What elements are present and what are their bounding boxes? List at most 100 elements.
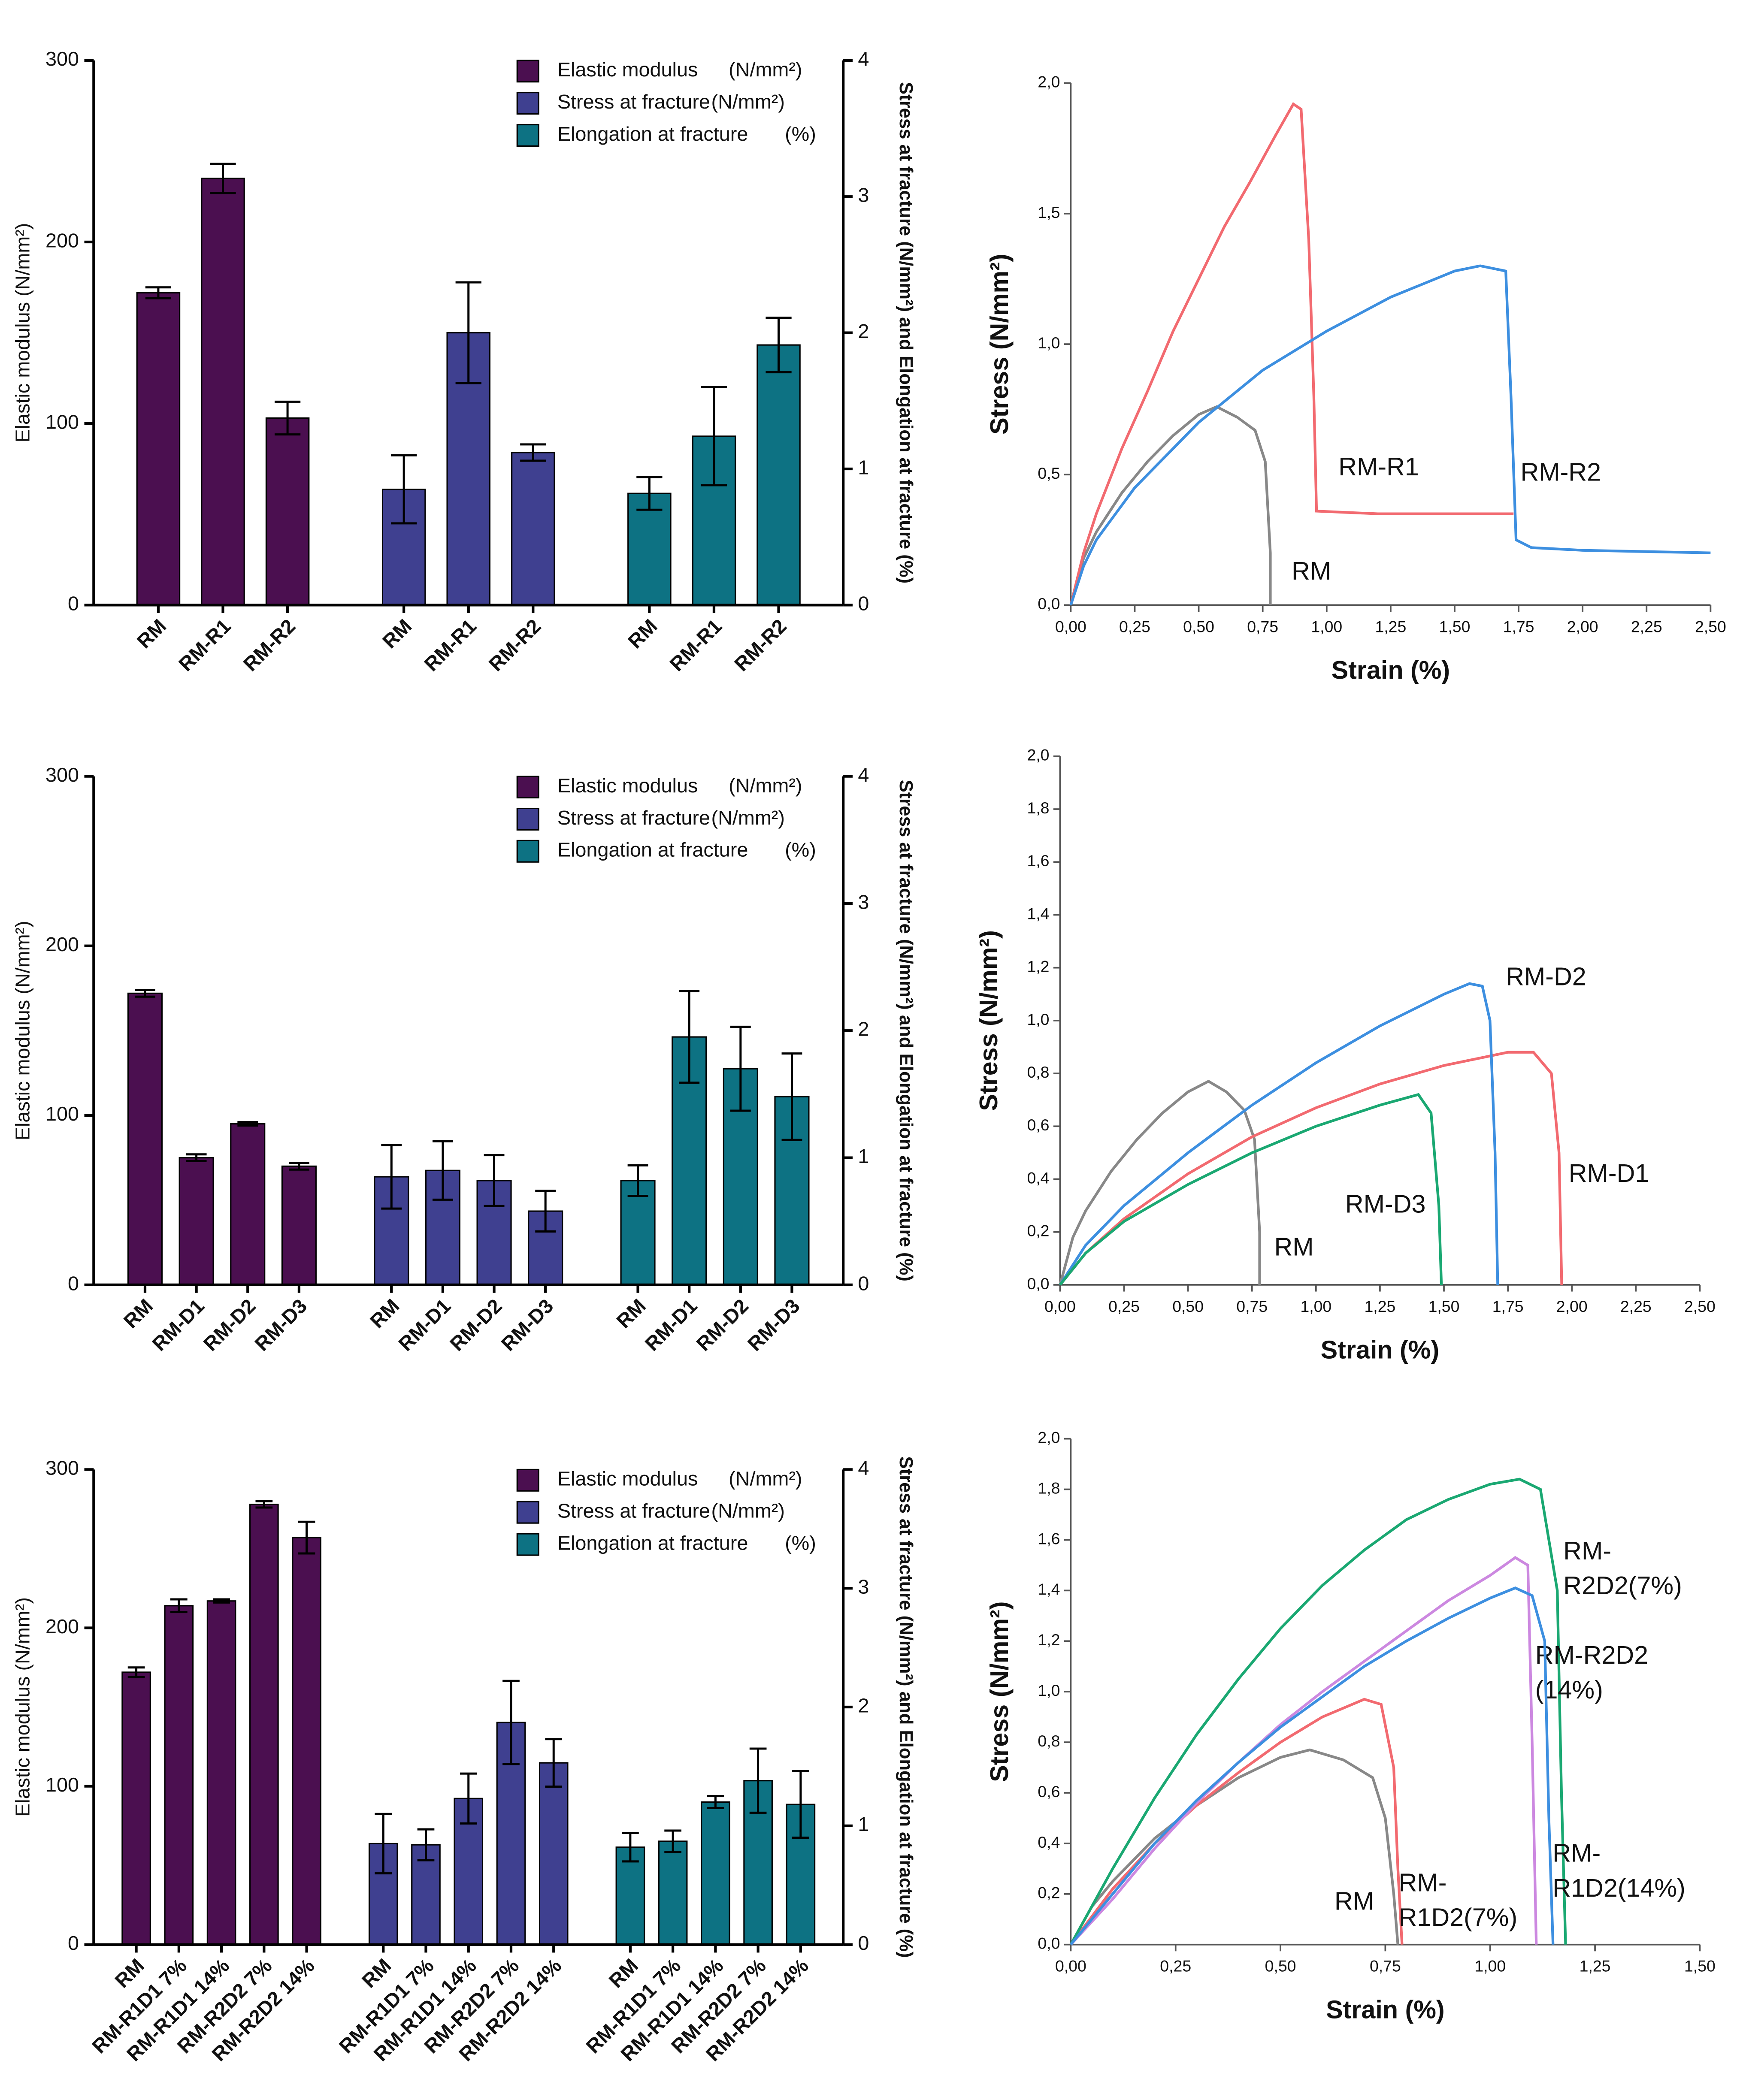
- y-tick-label: 1,8: [1027, 799, 1049, 817]
- y-tick-label: 2,0: [1027, 746, 1049, 764]
- line-series: [1059, 1051, 1563, 1286]
- x-tick-label: 0,25: [1160, 1957, 1191, 1975]
- error-bar: [210, 163, 236, 194]
- x-tick-label: 2,25: [1620, 1297, 1652, 1315]
- y2-tick-label: 2: [858, 1694, 869, 1716]
- error-bar: [391, 454, 417, 525]
- error-bar: [535, 1190, 556, 1233]
- line-series: [1059, 1079, 1261, 1285]
- error-bar: [701, 386, 727, 486]
- x-tick-label: 0,75: [1236, 1297, 1268, 1315]
- error-bar: [255, 1500, 273, 1509]
- y-tick-label: 0,2: [1027, 1222, 1049, 1240]
- y-axis-title: Stress (N/mm²): [985, 254, 1014, 434]
- legend-swatch: [516, 1501, 539, 1524]
- y-tick-label: 300: [45, 764, 79, 786]
- error-bar: [766, 317, 792, 374]
- error-bar: [186, 1153, 207, 1162]
- error-bar: [484, 1154, 505, 1207]
- x-tick-label: 0,50: [1172, 1297, 1204, 1315]
- y-tick-label: 0,0: [1038, 1934, 1060, 1952]
- error-bar: [432, 1140, 453, 1201]
- y-axis-title: Elastic modulus (N/mm²): [12, 921, 34, 1140]
- legend-label: Elastic modulus: [557, 1468, 698, 1490]
- y-tick-label: 2,0: [1038, 73, 1060, 91]
- y-tick-label: 1,4: [1038, 1580, 1060, 1598]
- bar: [701, 1801, 730, 1946]
- error-bar: [135, 988, 155, 998]
- y-tick-label: 100: [45, 1103, 79, 1125]
- series-label: RM-R2: [1520, 457, 1601, 486]
- y-tick-label: 0,8: [1027, 1063, 1049, 1081]
- legend-swatch: [516, 92, 539, 115]
- y-tick-label: 0,2: [1038, 1884, 1060, 1902]
- y-tick-label: 0: [68, 1932, 79, 1954]
- series-label: RM-D1: [1569, 1159, 1649, 1187]
- bar: [615, 1846, 645, 1946]
- legend-swatch: [516, 1468, 539, 1492]
- error-bar: [502, 1680, 520, 1765]
- error-bar: [792, 1770, 809, 1839]
- legend-unit: (N/mm²): [729, 58, 802, 81]
- series-label: RM: [1292, 556, 1331, 585]
- x-tick-label: 2,00: [1556, 1297, 1588, 1315]
- y-tick-label: 0,6: [1038, 1783, 1060, 1801]
- bar: [136, 292, 181, 606]
- y-tick-label: 1,2: [1038, 1631, 1060, 1649]
- bar: [292, 1537, 321, 1946]
- y-tick-label: 1,0: [1027, 1010, 1049, 1028]
- y-tick-label: 0,0: [1038, 595, 1060, 613]
- y2-tick-label: 0: [858, 1932, 869, 1954]
- x-tick-label: 0,00: [1055, 617, 1086, 635]
- x-tick-label: 1,50: [1439, 617, 1471, 635]
- line-series: [1069, 1586, 1555, 1946]
- line-series: [1069, 1478, 1567, 1946]
- x-tick-label: 1,50: [1684, 1957, 1716, 1975]
- x-tick-label: RM-D2: [199, 1295, 260, 1355]
- y2-axis-title: Stress at fracture (N/mm²) and Elongatio…: [896, 1456, 917, 1958]
- error-bar: [627, 1164, 648, 1197]
- y-tick-label: 300: [45, 1457, 79, 1479]
- series-label: RM-D3: [1345, 1190, 1426, 1218]
- x-tick-label: RM-D1: [394, 1295, 455, 1355]
- x-tick-label: RM-D2: [445, 1295, 506, 1355]
- bar: [121, 1671, 151, 1946]
- x-tick-label: RM-D3: [743, 1295, 804, 1355]
- x-tick-label: RM-R1: [666, 615, 726, 675]
- error-bar: [288, 1161, 309, 1171]
- y2-axis-title: Stress at fracture (N/mm²) and Elongatio…: [896, 780, 917, 1281]
- y-tick-label: 0,8: [1038, 1732, 1060, 1750]
- x-tick-label: 1,75: [1503, 617, 1534, 635]
- x-tick-label: RM-R1: [420, 615, 481, 675]
- bar: [206, 1600, 236, 1946]
- y-axis-title: Elastic modulus (N/mm²): [12, 223, 34, 443]
- x-tick-label: 0,25: [1119, 617, 1150, 635]
- y2-tick-label: 2: [858, 320, 869, 342]
- series-label: RM-R2D2(7%): [1563, 1536, 1682, 1599]
- x-tick-label: 0,75: [1247, 617, 1278, 635]
- x-tick-label: 0,50: [1265, 1957, 1296, 1975]
- x-tick-label: 0,25: [1108, 1297, 1140, 1315]
- y-tick-label: 0: [68, 592, 79, 615]
- y2-tick-label: 3: [858, 891, 869, 913]
- y-tick-label: 100: [45, 1774, 79, 1796]
- bar: [265, 417, 310, 606]
- x-tick-label: 1,00: [1300, 1297, 1331, 1315]
- y2-tick-label: 3: [858, 1576, 869, 1598]
- legend-swatch: [516, 124, 539, 147]
- error-bar: [545, 1738, 563, 1788]
- x-tick-label: 2,25: [1631, 617, 1662, 635]
- x-tick-label: 1,25: [1365, 1297, 1396, 1315]
- y-tick-label: 100: [45, 411, 79, 433]
- y-tick-label: 1,0: [1038, 1681, 1060, 1699]
- y-tick-label: 1,8: [1038, 1479, 1060, 1497]
- y2-axis-title: Stress at fracture (N/mm²) and Elongatio…: [896, 82, 917, 583]
- y-tick-label: 0: [68, 1272, 79, 1294]
- error-bar: [664, 1829, 681, 1853]
- y-tick-label: 300: [45, 48, 79, 70]
- bar: [164, 1605, 194, 1946]
- legend-label: Elastic modulus: [557, 58, 698, 81]
- y-tick-label: 0,5: [1038, 464, 1060, 482]
- legend-unit: (N/mm²): [711, 91, 785, 113]
- legend-label: Elongation at fracture: [557, 123, 748, 145]
